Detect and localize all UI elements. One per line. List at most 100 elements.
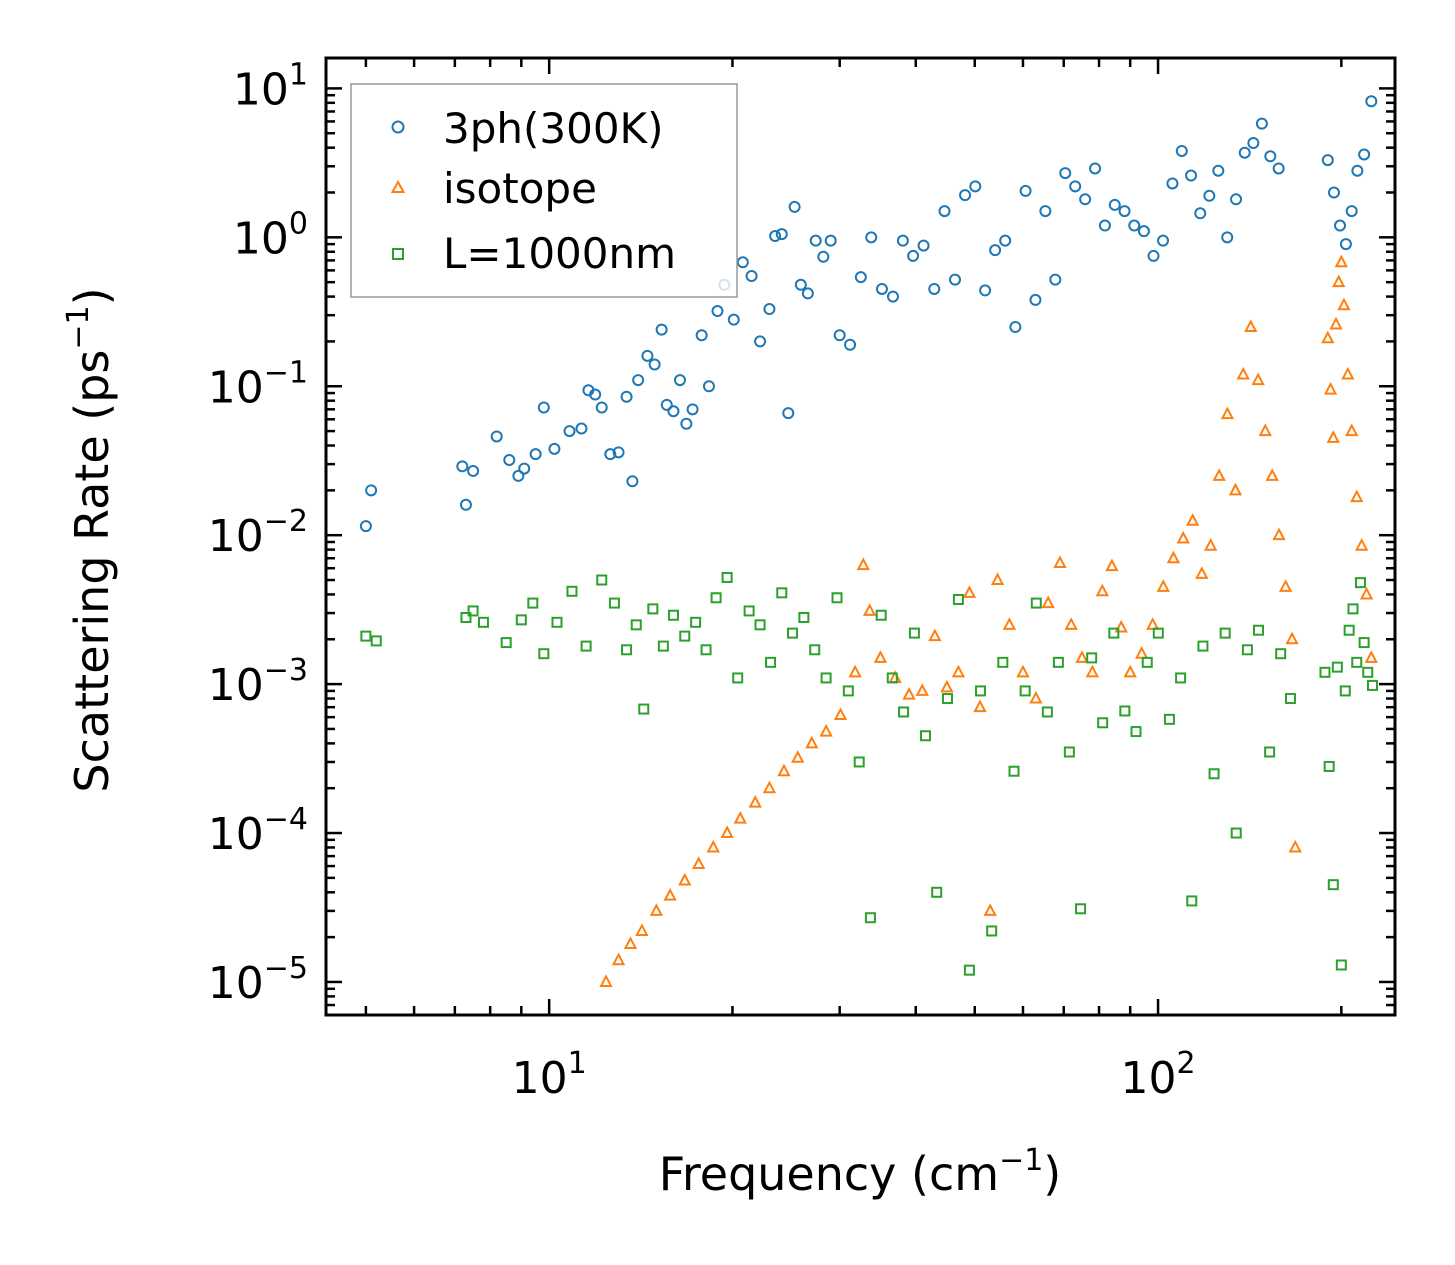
data-point-triangle [1244, 319, 1258, 332]
x-tick-label-exp: 1 [568, 1046, 587, 1081]
data-point-circle [456, 460, 469, 473]
data-point-triangle [1355, 538, 1369, 551]
data-point-circle [875, 282, 888, 295]
data-point-circle [589, 388, 602, 401]
data-point-circle [1203, 189, 1216, 202]
data-point-square [596, 574, 608, 586]
series-1 [359, 95, 1378, 533]
data-point-square [1327, 879, 1339, 891]
data-point-triangle [833, 707, 848, 721]
data-point-square [1362, 666, 1374, 678]
data-point-triangle [951, 664, 966, 678]
data-point-triangle [635, 923, 649, 936]
data-point-square [864, 912, 876, 924]
data-point-square [467, 605, 479, 617]
data-point-circle [365, 484, 378, 497]
data-point-square [515, 614, 527, 626]
data-point-circle [612, 446, 625, 459]
data-point-square [721, 571, 733, 583]
data-point-triangle [1135, 646, 1149, 659]
data-point-square [919, 730, 931, 742]
data-point-triangle [1326, 430, 1340, 443]
data-point-triangle [1075, 650, 1089, 663]
plot-frame [324, 56, 1397, 1017]
data-point-circle [999, 234, 1012, 247]
data-point-square [1339, 685, 1351, 697]
data-point-triangle [1176, 530, 1190, 544]
data-point-circle [1238, 146, 1251, 159]
data-point-square [1008, 765, 1020, 777]
data-point-triangle [1329, 316, 1343, 330]
data-point-square [460, 612, 472, 624]
data-point-circle [680, 417, 693, 430]
data-point-triangle [1085, 664, 1100, 678]
data-point-square [1041, 706, 1053, 718]
data-point-triangle [1251, 372, 1265, 386]
data-point-circle [907, 249, 920, 262]
data-point-triangle [856, 557, 870, 571]
data-point-square [1264, 746, 1276, 758]
data-point-triangle [1265, 468, 1279, 481]
data-point-triangle [819, 723, 833, 737]
data-point-square [647, 603, 659, 615]
data-point-circle [1345, 205, 1358, 218]
data-point-circle [1009, 320, 1022, 333]
x-tick-label: 101 [512, 1046, 587, 1104]
data-point-square [1275, 648, 1287, 660]
data-point-circle [512, 469, 525, 482]
data-point-triangle [1105, 558, 1119, 572]
data-point-circle [667, 405, 680, 418]
data-point-triangle [962, 585, 977, 598]
data-point-circle [626, 475, 639, 488]
series-3 [360, 571, 1378, 976]
x-tick-label: 102 [1120, 1046, 1195, 1104]
data-point-triangle [706, 839, 720, 853]
data-point-square [638, 703, 650, 715]
data-point-triangle [1359, 586, 1374, 600]
data-point-circle [886, 290, 899, 303]
data-point-circle [1212, 164, 1225, 177]
data-point-square [370, 635, 382, 647]
data-point-circle [575, 422, 588, 435]
data-point-circle [548, 442, 561, 455]
legend-label-isotope: isotope [443, 164, 597, 213]
data-point-circle [824, 234, 837, 247]
data-point-square [1343, 624, 1355, 636]
data-point-square [975, 685, 987, 697]
data-point-square [952, 593, 964, 605]
y-tick-label-exp: −5 [264, 951, 308, 986]
data-point-circle [938, 205, 951, 218]
data-point-circle [1339, 238, 1352, 251]
data-point-square [809, 644, 821, 656]
legend-marker-square-icon [392, 248, 404, 260]
data-point-circle [782, 407, 795, 420]
data-point-triangle [940, 679, 954, 693]
data-point-triangle [1212, 468, 1226, 481]
data-point-triangle [1041, 595, 1055, 609]
data-point-square [1097, 717, 1109, 729]
data-point-circle [660, 398, 673, 411]
data-point-triangle [1186, 513, 1200, 526]
data-point-square [1063, 746, 1075, 758]
data-point-square [667, 609, 679, 621]
data-point-square [1351, 656, 1363, 668]
data-point-circle [1049, 273, 1062, 286]
data-point-square [1230, 827, 1242, 839]
data-point-triangle [1053, 555, 1067, 569]
data-point-circle [1358, 148, 1371, 161]
data-point-square [1108, 627, 1120, 639]
data-point-triangle [1323, 381, 1338, 395]
data-point-square [1354, 577, 1366, 589]
data-point-circle [1272, 162, 1285, 175]
y-tick-label: 10−2 [208, 504, 308, 562]
data-point-square [1284, 693, 1296, 705]
data-point-triangle [1341, 366, 1355, 380]
data-point-triangle [1146, 617, 1160, 630]
data-point-triangle [791, 750, 805, 763]
data-point-circle [1059, 167, 1072, 180]
data-point-circle [1108, 198, 1121, 211]
data-point-square [853, 756, 865, 768]
y-tick-label-base: 10 [208, 958, 264, 1009]
legend-box [350, 83, 738, 298]
